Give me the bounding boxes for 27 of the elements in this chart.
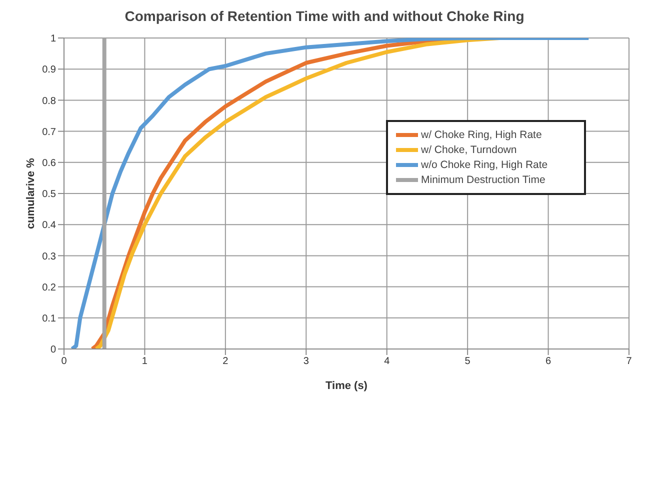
y-tick-label: 0.2: [42, 282, 56, 294]
legend-label: w/ Choke, Turndown: [421, 144, 517, 156]
y-tick-label: 0.8: [42, 96, 56, 107]
x-tick-label: 7: [626, 356, 632, 368]
y-tick-label: 0.9: [42, 64, 56, 76]
x-tick-label: 5: [464, 356, 471, 368]
y-tick-label: 0: [50, 344, 56, 356]
line-series: [70, 38, 591, 349]
x-tick-label: 1: [142, 356, 148, 368]
y-axis-title: cumularive %: [24, 158, 37, 229]
x-tick-label: 3: [303, 356, 310, 368]
x-tick-label: 0: [61, 356, 68, 368]
x-tick-label: 6: [546, 356, 552, 368]
legend-label: w/ Choke Ring, High Rate: [421, 129, 542, 141]
legend-label: w/o Choke Ring, High Rate: [421, 159, 548, 171]
legend-label: Minimum Destruction Time: [421, 174, 546, 186]
x-axis-title: Time (s): [326, 380, 368, 392]
x-tick-label: 4: [384, 356, 390, 368]
y-tick-label: 0.6: [42, 158, 56, 169]
y-tick-label: 1: [50, 34, 56, 45]
chart-title: Comparison of Retention Time with and without Choke Ring: [124, 8, 526, 26]
x-tick-label: 2: [222, 356, 229, 368]
y-tick-label: 0.5: [42, 189, 56, 200]
y-tick-label: 0.4: [42, 220, 56, 232]
y-tick-label: 0.1: [42, 313, 56, 324]
y-tick-label: 0.7: [42, 126, 56, 138]
y-tick-label: 0.3: [42, 251, 56, 262]
